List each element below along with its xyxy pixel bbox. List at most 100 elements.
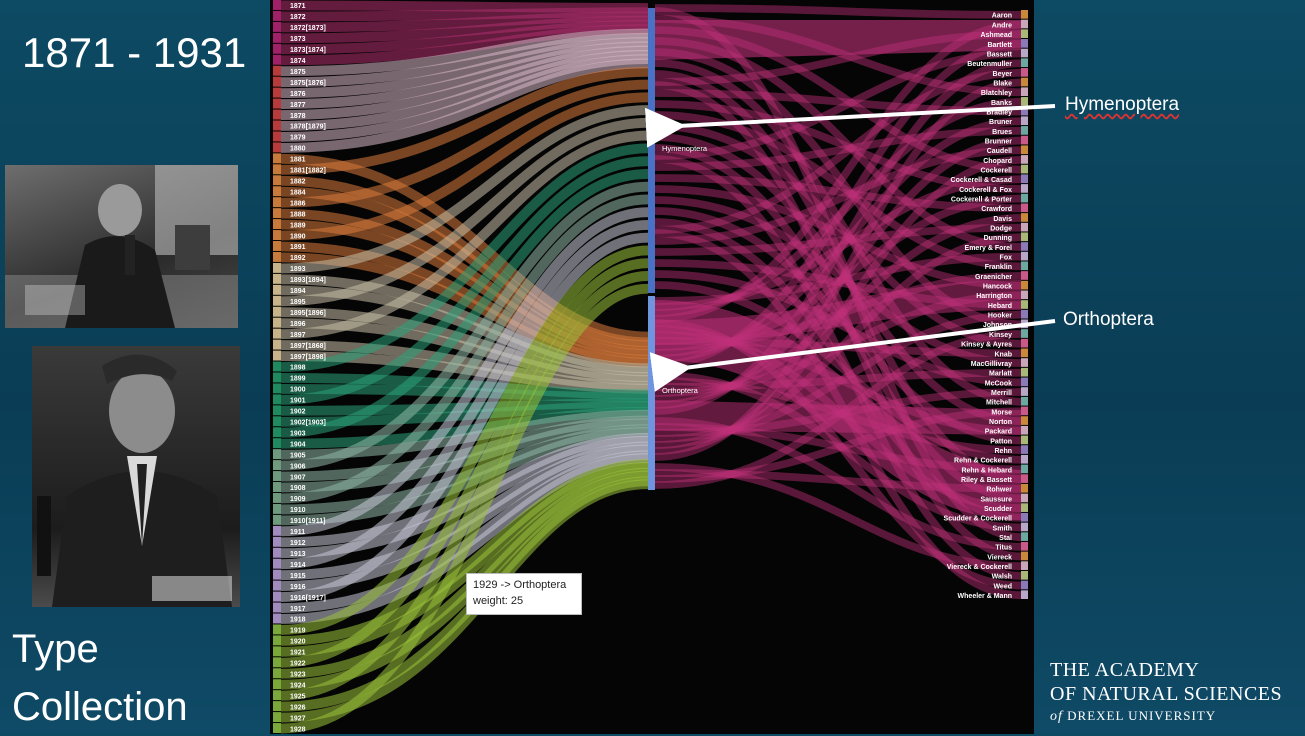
year-flow-link[interactable] bbox=[280, 258, 649, 668]
year-node[interactable] bbox=[273, 197, 281, 208]
year-flow-link[interactable] bbox=[280, 58, 649, 153]
author-flow-link[interactable] bbox=[654, 78, 1022, 461]
year-node[interactable] bbox=[273, 350, 281, 361]
author-node[interactable] bbox=[1021, 87, 1028, 97]
author-node[interactable] bbox=[1021, 48, 1028, 58]
year-node[interactable] bbox=[273, 241, 281, 251]
year-node[interactable] bbox=[273, 65, 281, 76]
year-node[interactable] bbox=[273, 87, 281, 98]
year-node[interactable] bbox=[273, 10, 281, 21]
year-node[interactable] bbox=[273, 131, 281, 142]
author-node[interactable] bbox=[1021, 213, 1028, 222]
author-node[interactable] bbox=[1021, 570, 1028, 580]
author-node[interactable] bbox=[1021, 271, 1028, 280]
middle-node-orthoptera[interactable] bbox=[648, 296, 655, 490]
year-node[interactable] bbox=[273, 580, 281, 591]
year-node[interactable] bbox=[273, 449, 281, 460]
year-node[interactable] bbox=[273, 339, 281, 350]
author-node[interactable] bbox=[1021, 358, 1028, 367]
author-node[interactable] bbox=[1021, 387, 1028, 396]
year-node[interactable] bbox=[273, 153, 281, 164]
author-node[interactable] bbox=[1021, 396, 1028, 406]
year-node[interactable] bbox=[273, 712, 281, 723]
author-flow-link[interactable] bbox=[654, 368, 1022, 391]
year-node[interactable] bbox=[273, 230, 281, 241]
author-node[interactable] bbox=[1021, 319, 1028, 329]
year-node[interactable] bbox=[273, 361, 281, 372]
author-node[interactable] bbox=[1021, 29, 1028, 39]
author-node[interactable] bbox=[1021, 561, 1028, 570]
year-node[interactable] bbox=[273, 262, 281, 273]
author-node[interactable] bbox=[1021, 309, 1028, 319]
sankey-chart[interactable]: Hymenoptera Orthoptera 1871 1872 1872[1873] 1… bbox=[270, 0, 1034, 734]
year-flow-link[interactable] bbox=[280, 117, 649, 307]
author-node[interactable] bbox=[1021, 126, 1028, 135]
author-node[interactable] bbox=[1021, 300, 1028, 309]
year-node[interactable] bbox=[273, 471, 281, 482]
year-node[interactable] bbox=[273, 438, 281, 449]
year-flow-link[interactable] bbox=[280, 92, 649, 241]
author-node[interactable] bbox=[1021, 367, 1028, 377]
year-node[interactable] bbox=[273, 405, 281, 416]
author-node[interactable] bbox=[1021, 174, 1028, 184]
author-node[interactable] bbox=[1021, 483, 1028, 493]
author-node[interactable] bbox=[1021, 184, 1028, 193]
year-node[interactable] bbox=[273, 372, 281, 383]
flow-rehn[interactable] bbox=[655, 400, 1021, 435]
year-node[interactable] bbox=[273, 76, 281, 87]
author-node[interactable] bbox=[1021, 19, 1028, 29]
year-node[interactable] bbox=[273, 416, 281, 427]
year-node[interactable] bbox=[273, 668, 281, 679]
author-node[interactable] bbox=[1021, 406, 1028, 416]
author-flow-link[interactable] bbox=[654, 69, 1022, 234]
year-flow-link[interactable] bbox=[280, 232, 649, 602]
year-node[interactable] bbox=[273, 602, 281, 613]
year-node[interactable] bbox=[273, 701, 281, 712]
year-flow-link[interactable] bbox=[280, 130, 649, 340]
year-node[interactable] bbox=[273, 635, 281, 646]
year-node[interactable] bbox=[273, 514, 281, 525]
year-flow-link[interactable] bbox=[280, 194, 649, 504]
author-flow-link[interactable] bbox=[654, 127, 1022, 171]
year-flow-link[interactable] bbox=[280, 66, 649, 175]
author-flow-link[interactable] bbox=[654, 252, 1022, 305]
year-flow-link[interactable] bbox=[280, 79, 649, 208]
author-flow-link[interactable] bbox=[654, 146, 1022, 245]
author-node[interactable] bbox=[1021, 464, 1028, 474]
author-node[interactable] bbox=[1021, 193, 1028, 203]
year-node[interactable] bbox=[273, 317, 281, 328]
year-node[interactable] bbox=[273, 460, 281, 471]
year-node[interactable] bbox=[273, 219, 281, 230]
year-node[interactable] bbox=[273, 492, 281, 503]
year-node[interactable] bbox=[273, 273, 281, 284]
year-flow-link[interactable] bbox=[280, 168, 649, 438]
year-node[interactable] bbox=[273, 657, 281, 668]
year-node[interactable] bbox=[273, 482, 281, 492]
author-node[interactable] bbox=[1021, 232, 1028, 242]
author-node[interactable] bbox=[1021, 580, 1028, 590]
author-node[interactable] bbox=[1021, 164, 1028, 174]
year-node[interactable] bbox=[273, 679, 281, 690]
year-node[interactable] bbox=[273, 251, 281, 262]
author-node[interactable] bbox=[1021, 532, 1028, 541]
author-node[interactable] bbox=[1021, 329, 1028, 338]
year-node[interactable] bbox=[273, 21, 281, 32]
year-node[interactable] bbox=[273, 624, 281, 635]
author-node[interactable] bbox=[1021, 522, 1028, 532]
year-flow-link[interactable] bbox=[280, 220, 649, 570]
author-node[interactable] bbox=[1021, 338, 1028, 348]
author-node[interactable] bbox=[1021, 10, 1028, 19]
author-node[interactable] bbox=[1021, 541, 1028, 551]
year-flow-link[interactable] bbox=[280, 283, 649, 734]
year-flow-link[interactable] bbox=[280, 143, 649, 372]
year-node[interactable] bbox=[273, 142, 281, 153]
author-node[interactable] bbox=[1021, 242, 1028, 251]
author-flow-link[interactable] bbox=[654, 185, 1022, 290]
year-node[interactable] bbox=[273, 558, 281, 569]
year-node[interactable] bbox=[273, 547, 281, 558]
author-flow-link[interactable] bbox=[654, 136, 1022, 409]
author-node[interactable] bbox=[1021, 261, 1028, 271]
year-node[interactable] bbox=[273, 536, 281, 547]
year-node[interactable] bbox=[273, 306, 281, 317]
sankey-svg[interactable]: HymenopteraOrthoptera187118721872[1873]1… bbox=[270, 0, 1034, 734]
